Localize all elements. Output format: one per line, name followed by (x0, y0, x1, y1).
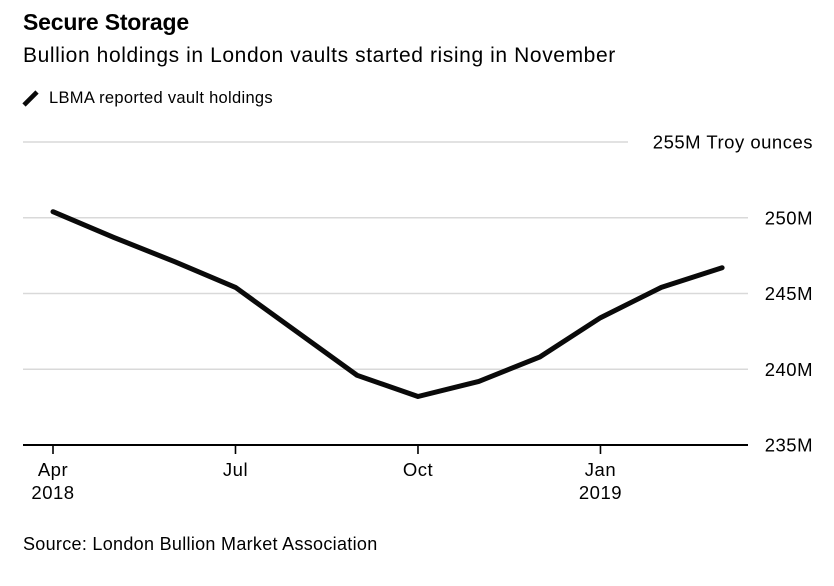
y-axis-label: 235M (765, 435, 813, 456)
y-axis-label: 250M (765, 207, 813, 228)
y-axis-label: 240M (765, 359, 813, 380)
x-axis-year-label: 2019 (579, 482, 622, 503)
x-axis-label: Oct (403, 459, 433, 480)
x-axis-label: Apr (38, 459, 68, 480)
chart-subtitle: Bullion holdings in London vaults starte… (23, 44, 616, 67)
x-axis-label: Jan (585, 459, 616, 480)
line-series-slash-icon (22, 90, 39, 107)
y-axis-label: 255M Troy ounces (653, 132, 813, 153)
chart-title: Secure Storage (23, 9, 189, 35)
x-axis-label: Jul (223, 459, 248, 480)
series-line-lbma-vault-holdings (50, 209, 725, 399)
y-axis-label: 245M (765, 283, 813, 304)
legend: LBMA reported vault holdings (21, 89, 273, 108)
chart-source: Source: London Bullion Market Associatio… (23, 534, 378, 554)
x-axis-year-label: 2018 (31, 482, 74, 503)
legend-series-label: LBMA reported vault holdings (49, 89, 273, 107)
